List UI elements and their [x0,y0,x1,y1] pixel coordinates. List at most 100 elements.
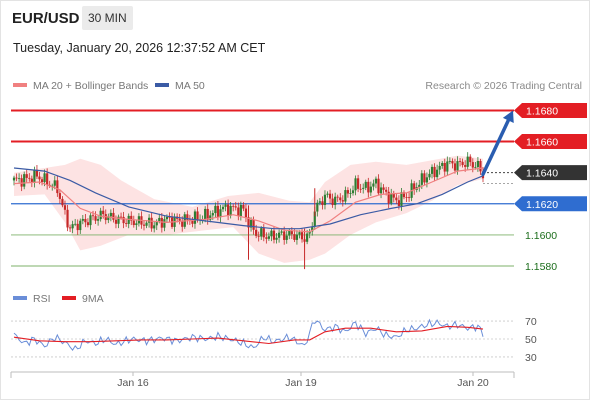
candle-body [35,169,39,177]
candle-body [395,197,398,201]
legend-rsi: RSI [13,293,51,305]
candle-body [224,204,227,207]
candle-body [466,156,469,167]
candle-body [242,204,245,209]
candle-body [379,187,383,194]
chart-header: EUR/USD 30 MIN [0,0,588,36]
rsi-tick-70: 70 [525,316,537,328]
candle-body [458,161,462,162]
legend-ma20: MA 20 + Bollinger Bands [13,80,148,92]
candle-body [216,205,220,218]
candle-body [119,216,123,218]
candle-body [318,201,321,203]
candle-body [227,204,230,216]
legend-9ma: 9MA [62,293,104,305]
candle-body [339,197,342,201]
candle-body [56,180,59,194]
candle-body [359,188,362,190]
candle-body [74,223,77,225]
candle-body [336,196,339,198]
candle-body [40,179,44,183]
candle-body [390,193,393,204]
x-tick-label-0: Jan 16 [117,377,149,389]
candle-body [15,177,18,179]
candle-body [471,162,474,168]
candle-body [362,187,365,189]
candle-body [374,178,378,184]
candle-body [17,178,21,180]
candle-body [79,220,82,231]
candle-body [97,219,100,221]
candle-body [114,219,118,224]
candle-body [155,221,158,226]
candle-body [244,208,248,218]
candle-body [145,222,148,226]
x-tick-label-1: Jan 19 [285,377,317,389]
candle-body [446,161,449,172]
candle-body [461,161,464,166]
candle-body [132,220,135,226]
candle-body [51,185,54,187]
candle-body [341,200,344,202]
candle-body [367,181,370,193]
candle-body [86,222,90,226]
copyright-text: Research © 2026 Trading Central [425,80,582,92]
candle-body [267,236,270,239]
candle-body [122,216,125,224]
x-tick-label-2: Jan 20 [457,377,489,389]
candle-body [423,173,426,183]
legend-ma20-label: MA 20 + Bollinger Bands [33,80,149,92]
candle-body [58,193,61,199]
candle-body [102,210,105,215]
target-arrow-head [502,110,514,123]
candle-body [260,228,263,237]
candle-body [117,216,120,224]
candle-body [306,233,309,242]
candle-body [436,169,439,178]
level-label-1.1580: 1.1580 [525,261,557,273]
candle-body [331,198,334,206]
candle-body [275,237,278,240]
candle-body [257,235,260,237]
candle-body [428,173,431,178]
ma9-swatch [62,296,76,301]
candle-body [288,230,291,236]
candle-body [349,193,352,194]
candle-body [160,217,163,228]
candle-body [323,194,327,206]
datetime-label: Tuesday, January 20, 2026 12:37:52 AM CE… [13,41,266,55]
candle-body [109,212,112,217]
candle-body [221,206,225,210]
rsi-ma-line [13,325,484,345]
target-arrow-shaft [481,115,512,176]
candle-body [181,220,184,227]
candle-body [300,232,304,240]
candle-body [346,190,350,194]
candle-body [453,163,457,171]
ma20-swatch [13,83,27,88]
candle-body [107,216,110,221]
candle-body [43,173,46,183]
candle-body [178,218,181,221]
candle-body [252,220,255,230]
candle-body [165,216,169,220]
candle-body [89,215,92,226]
candle-body [91,215,95,217]
candle-body [135,223,138,226]
candle-body [413,183,416,190]
level-tag-1.1680 [514,102,587,118]
candle-body [354,178,357,191]
candle-body [147,217,151,223]
candle-body [229,205,232,216]
candle-body [186,214,189,220]
legend-rsi-label: RSI [33,293,51,305]
candle-body [308,231,311,234]
candle-body [326,193,329,195]
candle-body [150,217,153,229]
candle-body [71,224,74,229]
candle-body [280,231,283,233]
candle-body [94,216,97,221]
timeframe-button[interactable]: 30 MIN [82,6,133,30]
candle-body [262,228,265,238]
candle-body [46,173,49,185]
